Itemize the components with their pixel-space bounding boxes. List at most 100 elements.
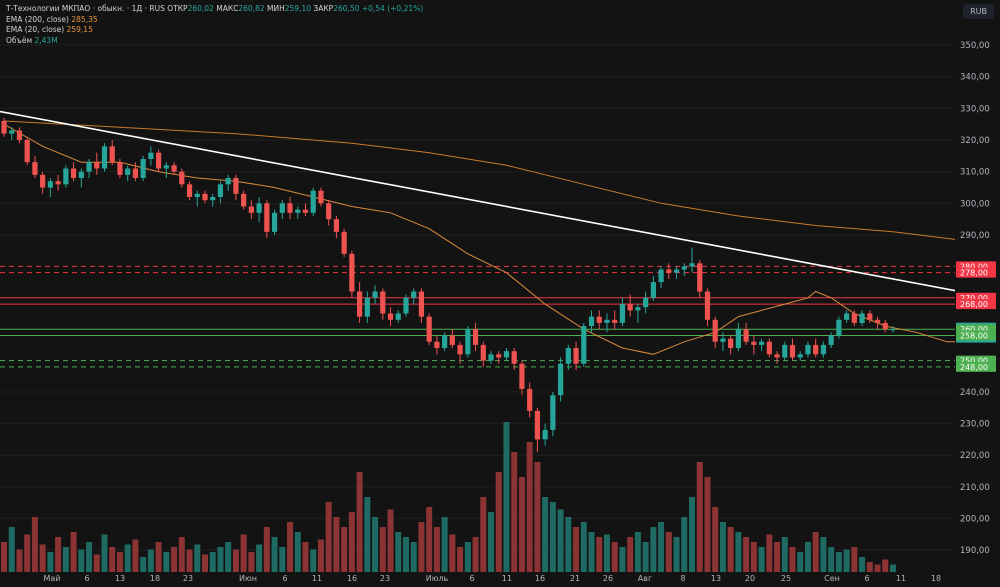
high-label: МАКС bbox=[216, 4, 239, 13]
candle-body bbox=[449, 335, 455, 345]
candle-body bbox=[387, 313, 394, 320]
candle-body bbox=[333, 219, 340, 232]
candle-body bbox=[859, 313, 865, 323]
volume-bar bbox=[658, 522, 665, 572]
x-tick-label: 13 bbox=[711, 574, 721, 583]
candle-body bbox=[32, 162, 38, 175]
legend-volume-row[interactable]: Объём 2,43M bbox=[6, 36, 423, 47]
volume-bar bbox=[93, 554, 100, 572]
x-tick-label: Июль bbox=[426, 574, 449, 583]
ema20-label: EMA (20, close) bbox=[6, 25, 65, 34]
candle-body bbox=[565, 348, 571, 364]
candle-body bbox=[720, 338, 726, 342]
x-tick-label: Сен bbox=[824, 574, 840, 583]
candle-body bbox=[604, 319, 610, 323]
symbol-title[interactable]: Т-Технологии МКПАО · обыкн. · 1Д · RUS bbox=[6, 4, 165, 13]
volume-bar bbox=[256, 544, 263, 572]
volume-bar bbox=[124, 544, 131, 572]
volume-bar bbox=[294, 532, 301, 572]
volume-bar bbox=[16, 549, 23, 572]
volume-bar bbox=[750, 542, 757, 572]
volume-bar bbox=[634, 532, 641, 572]
candle-body bbox=[163, 165, 169, 169]
volume-bar bbox=[789, 547, 796, 572]
currency-badge[interactable]: RUB bbox=[963, 4, 994, 19]
volume-bar bbox=[24, 534, 31, 572]
candle-body bbox=[797, 354, 803, 358]
volume-bar bbox=[727, 527, 734, 572]
candle-body bbox=[751, 341, 757, 345]
volume-bar bbox=[573, 527, 580, 572]
candle-body bbox=[728, 338, 734, 349]
x-tick-label: 18 bbox=[931, 574, 941, 583]
volume-bar bbox=[866, 562, 873, 572]
volume-bar bbox=[109, 547, 116, 572]
volume-bar bbox=[804, 542, 811, 572]
price-label-text: 248,00 bbox=[960, 363, 988, 372]
price-label-bg bbox=[956, 330, 996, 341]
price-label-text: 278,00 bbox=[960, 269, 988, 278]
volume-bar bbox=[410, 542, 417, 572]
volume-bar bbox=[47, 552, 54, 572]
x-tick-label: 18 bbox=[150, 574, 160, 583]
candle-body bbox=[465, 329, 471, 355]
volume-bar bbox=[557, 509, 564, 572]
candle-body bbox=[658, 269, 664, 283]
candle-body bbox=[395, 313, 401, 320]
candle-body bbox=[844, 313, 850, 320]
volume-bar bbox=[603, 534, 610, 572]
x-tick-label: 11 bbox=[502, 574, 512, 583]
candle-body bbox=[789, 344, 796, 358]
volume-bar bbox=[194, 544, 201, 572]
volume-bar bbox=[665, 532, 672, 572]
candle-body bbox=[635, 307, 641, 311]
volume-bar bbox=[835, 552, 842, 572]
x-tick-label: 20 bbox=[745, 574, 755, 583]
candle-body bbox=[434, 341, 440, 349]
ema20-path bbox=[3, 123, 1000, 355]
candle-body bbox=[480, 344, 486, 361]
volume-bar bbox=[155, 542, 162, 572]
volume-bar bbox=[488, 512, 495, 572]
candle-body bbox=[666, 269, 672, 273]
x-axis: Май 6 13 18 23 Июн 6 11 16 23 Июль 6 11 16 21 26 Авг 8 13 2… bbox=[43, 574, 941, 583]
candle-body bbox=[403, 297, 409, 314]
legend-ema20-row[interactable]: EMA (20, close) 259,15 bbox=[6, 25, 423, 36]
change-value: +0,54 (+0,21%) bbox=[361, 4, 424, 13]
candle-body bbox=[264, 203, 270, 232]
volume-bar bbox=[147, 549, 154, 572]
candle-body bbox=[503, 351, 510, 358]
volume-bar bbox=[503, 422, 510, 572]
candle-body bbox=[295, 209, 301, 213]
volume-bar bbox=[55, 537, 62, 572]
candle-body bbox=[527, 388, 533, 411]
legend-ema200-row[interactable]: EMA (200, close) 285,35 bbox=[6, 15, 423, 26]
volume-bar bbox=[132, 539, 139, 572]
candle-body bbox=[820, 344, 827, 355]
y-tick-label: 320,00 bbox=[960, 136, 990, 146]
volume-bar bbox=[39, 544, 46, 572]
candle-body bbox=[310, 190, 316, 213]
candle-body bbox=[650, 282, 656, 298]
volume-bar bbox=[518, 477, 525, 572]
candle-body bbox=[534, 410, 540, 440]
candle-body bbox=[47, 181, 53, 188]
volume-bar bbox=[232, 549, 239, 572]
volume-bar bbox=[472, 537, 479, 572]
candle-body bbox=[488, 354, 494, 361]
volume-bar bbox=[642, 542, 649, 572]
price-label-text: 250,00 bbox=[960, 357, 988, 366]
candle-body bbox=[542, 429, 548, 440]
candle-body bbox=[867, 313, 873, 320]
x-tick-label: 25 bbox=[781, 574, 791, 583]
candle-body bbox=[612, 319, 618, 323]
price-label-bg bbox=[956, 361, 996, 372]
candle-body bbox=[9, 130, 15, 134]
y-tick-label: 220,00 bbox=[960, 451, 990, 461]
candle-body bbox=[202, 193, 208, 201]
candle-body bbox=[86, 162, 92, 172]
volume-bar bbox=[240, 534, 247, 572]
ema20-value: 259,15 bbox=[66, 25, 93, 34]
candle-body bbox=[557, 363, 564, 396]
